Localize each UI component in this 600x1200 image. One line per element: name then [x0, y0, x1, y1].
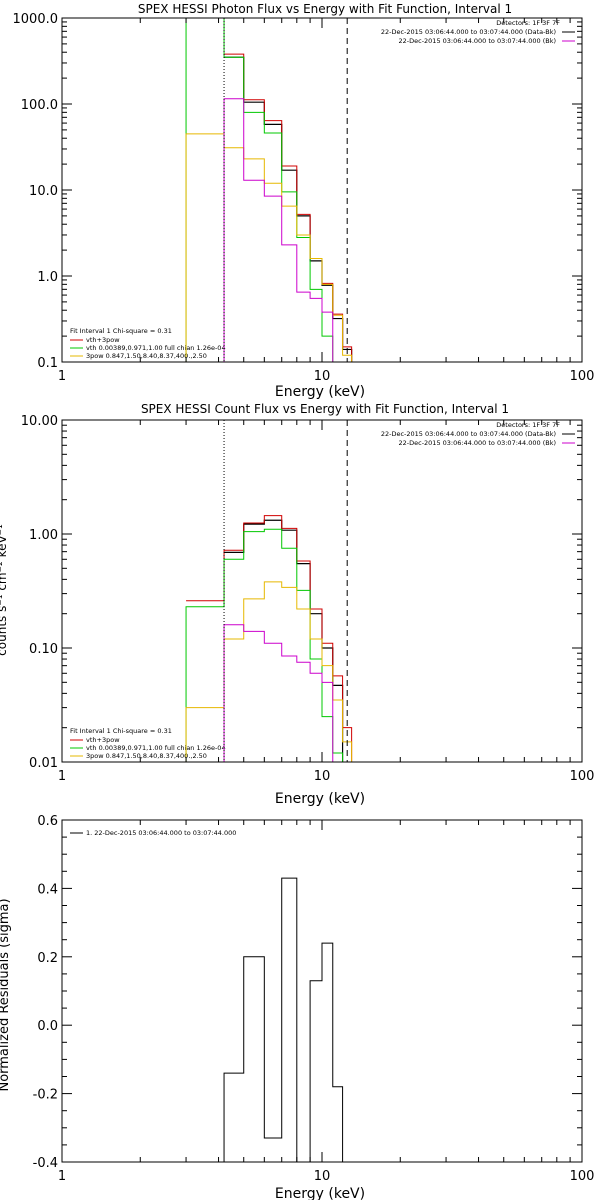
- count-flux-series-3pow: [185, 581, 353, 762]
- photon-flux-title: SPEX HESSI Photon Flux vs Energy with Fi…: [138, 2, 512, 16]
- residuals-y-ticks: [62, 819, 582, 1163]
- photon-flux-y-tick-label: 1000.0: [13, 12, 59, 27]
- count-flux-fit-header: Fit Interval 1 Chi-square = 0.31: [70, 727, 172, 735]
- count-flux-title: SPEX HESSI Count Flux vs Energy with Fit…: [141, 402, 509, 416]
- photon-flux-fit-header: Fit Interval 1 Chi-square = 0.31: [70, 327, 172, 335]
- count-flux-x-tick-label: 10: [314, 769, 331, 784]
- count-flux-fit-vthpow-label: vth+3pow: [86, 736, 120, 744]
- residuals-y-axis-label: Normalized Residuals (sigma): [0, 898, 12, 1091]
- photon-flux-fit-vthpow-label: vth+3pow: [86, 336, 120, 344]
- residuals-y-tick-label: 0.6: [37, 814, 58, 829]
- photon-flux-series-3pow: [185, 133, 353, 362]
- count-flux-x-ticks: [61, 420, 571, 762]
- residuals-series-residuals: [223, 877, 344, 1162]
- count-flux-panel: SPEX HESSI Count Flux vs Energy with Fit…: [0, 402, 594, 807]
- residuals-legend-label: 1. 22-Dec-2015 03:06:44.000 to 03:07:44.…: [86, 829, 236, 837]
- count-flux-series-group: [185, 515, 353, 762]
- photon-flux-fit-3pow-label: 3pow 0.847,1.50,8.40,8.37,400.,2.50: [86, 352, 207, 360]
- count-flux-series-bk: [223, 624, 334, 762]
- photon-flux-x-tick-label: 10: [314, 369, 331, 384]
- photon-flux-series-vth-3pow: [224, 53, 353, 362]
- residuals-x-tick-label: 100: [570, 1169, 595, 1184]
- photon-flux-panel: SPEX HESSI Photon Flux vs Energy with Fi…: [13, 2, 595, 400]
- photon-flux-y-tick-label: 100.0: [21, 98, 58, 113]
- photon-flux-series-bk: [223, 98, 334, 362]
- count-flux-x-axis-label: Energy (keV): [275, 791, 365, 807]
- photon-flux-fit-vth-label: vth 0.00389,0.971,1.00 full chian 1.26e-…: [86, 344, 226, 352]
- residuals-y-tick-label: 0.4: [37, 882, 58, 897]
- photon-flux-series-vth: [185, 18, 334, 362]
- count-flux-y-tick-label: 0.10: [29, 642, 58, 657]
- residuals-y-tick-label: 0.0: [37, 1019, 58, 1034]
- count-flux-fit-3pow-label: 3pow 0.847,1.50,8.40,8.37,400.,2.50: [86, 752, 207, 760]
- photon-flux-y-tick-label: 10.0: [29, 184, 58, 199]
- count-flux-detectors-label: Detectors: 1F 3F 7F: [496, 421, 560, 429]
- photon-flux-x-tick-label: 1: [58, 369, 66, 384]
- count-flux-y-tick-label: 0.01: [29, 756, 58, 771]
- residuals-y-tick-label: 0.2: [37, 951, 58, 966]
- count-flux-y-ticks: [62, 424, 582, 763]
- photon-flux-x-tick-label: 100: [570, 369, 595, 384]
- photon-flux-x-axis-label: Energy (keV): [275, 384, 365, 400]
- residuals-y-tick-label: -0.2: [33, 1088, 58, 1103]
- count-flux-info-bk: 22-Dec-2015 03:06:44.000 to 03:07:44.000…: [399, 439, 557, 447]
- count-flux-fit-vth-label: vth 0.00389,0.971,1.00 full chian 1.26e-…: [86, 744, 226, 752]
- residuals-x-tick-label: 10: [314, 1169, 331, 1184]
- residuals-series-group: [223, 877, 344, 1162]
- count-flux-y-axis-label: counts s⁻¹ cm⁻² keV⁻¹: [0, 524, 9, 656]
- photon-flux-info-data-bk: 22-Dec-2015 03:06:44.000 to 03:07:44.000…: [381, 28, 556, 36]
- photon-flux-detectors-label: Detectors: 1F 3F 7F: [496, 19, 560, 27]
- residuals-x-tick-label: 1: [58, 1169, 66, 1184]
- count-flux-x-tick-label: 100: [570, 769, 595, 784]
- photon-flux-info-bk: 22-Dec-2015 03:06:44.000 to 03:07:44.000…: [399, 37, 557, 45]
- residuals-x-ticks: [61, 820, 571, 1162]
- residuals-x-axis-label: Energy (keV): [275, 1186, 365, 1200]
- count-flux-x-tick-label: 1: [58, 769, 66, 784]
- count-flux-series-vth: [185, 528, 344, 762]
- count-flux-info-data-bk: 22-Dec-2015 03:06:44.000 to 03:07:44.000…: [381, 430, 556, 438]
- photon-flux-series-group: [185, 18, 353, 362]
- count-flux-y-tick-label: 10.00: [21, 414, 58, 429]
- photon-flux-y-tick-label: 1.0: [37, 270, 58, 285]
- photon-flux-x-ticks: [61, 18, 571, 362]
- residuals-panel: Energy (keV) Normalized Residuals (sigma…: [0, 814, 594, 1200]
- count-flux-y-tick-label: 1.00: [29, 528, 58, 543]
- photon-flux-y-tick-label: 0.1: [37, 356, 58, 371]
- residuals-y-tick-label: -0.4: [33, 1156, 58, 1171]
- photon-flux-y-ticks: [62, 21, 582, 363]
